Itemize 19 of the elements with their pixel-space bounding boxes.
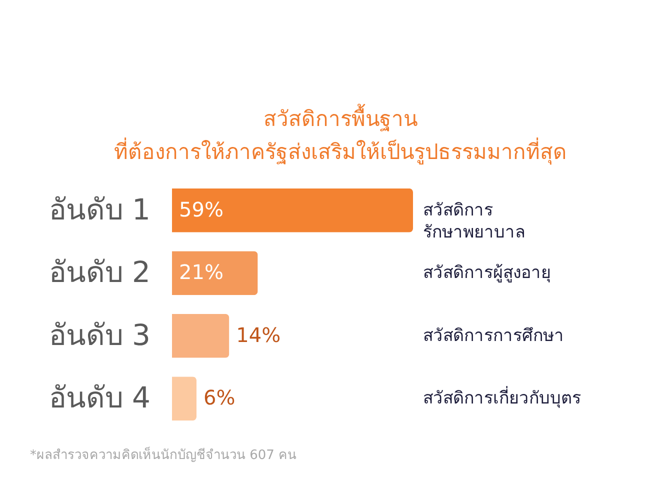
data-label: 59% bbox=[179, 197, 224, 222]
y-tick-label: อันดับ 3 bbox=[48, 318, 150, 352]
y-tick-label: อันดับ 4 bbox=[48, 380, 150, 415]
data-label: 14% bbox=[236, 322, 281, 347]
y2-tick-label: สวัสดิการเกี่ยวกับบุตร bbox=[423, 386, 581, 409]
y2-tick-label: สวัสดิการการศึกษา bbox=[423, 326, 564, 346]
y-tick-label: อันดับ 2 bbox=[48, 255, 150, 290]
text: *ผลสำรวจความคิดเห็นนักบัญชีจำนวน 607 คน bbox=[30, 446, 297, 465]
bar bbox=[172, 188, 413, 232]
bar bbox=[172, 314, 230, 358]
bar bbox=[172, 251, 258, 296]
data-label: 6% bbox=[204, 386, 236, 410]
y-tick-label: อันดับ 1 bbox=[48, 192, 150, 226]
chart-title: สวัสดิการพื้นฐาน bbox=[264, 104, 418, 131]
data-label: 21% bbox=[179, 260, 224, 284]
chart-subtitle: ที่ต้องการให้ภาครัฐส่งเสริมให้เป็นรูปธรรมมากที่สุด bbox=[114, 137, 567, 165]
y2-tick-label: สวัสดิการ รักษาพยาบาล bbox=[423, 200, 525, 242]
bar bbox=[172, 376, 197, 421]
y2-tick-label: สวัสดิการผู้สูงอายุ bbox=[423, 263, 551, 284]
